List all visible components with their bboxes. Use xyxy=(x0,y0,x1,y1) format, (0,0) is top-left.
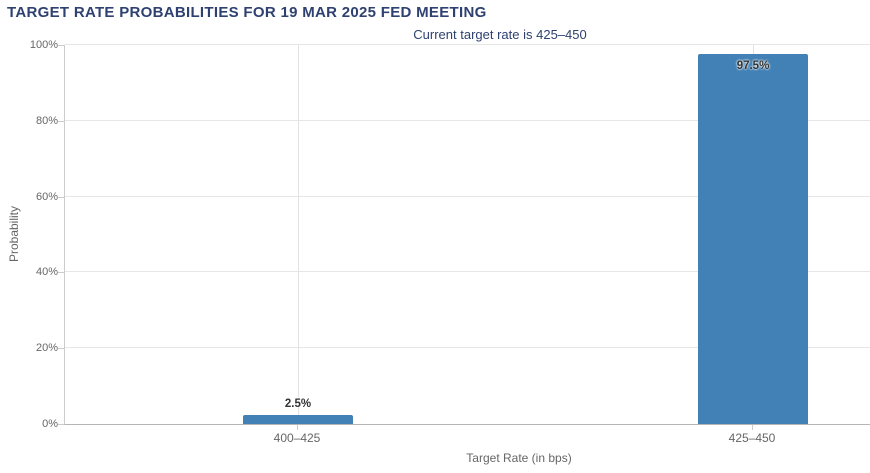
y-tick xyxy=(58,348,64,349)
y-tick-label: 20% xyxy=(35,342,58,354)
y-axis-title: Probability xyxy=(7,205,21,263)
y-gridline xyxy=(65,120,870,121)
category-gridline xyxy=(298,45,299,424)
y-tick-label: 80% xyxy=(35,115,58,127)
y-tick xyxy=(58,424,64,425)
y-tick xyxy=(58,272,64,273)
bar-value-label: 97.5% xyxy=(736,60,770,72)
y-gridline xyxy=(65,271,870,272)
probability-bar[interactable] xyxy=(698,54,808,424)
y-gridline xyxy=(65,347,870,348)
y-tick-label: 40% xyxy=(35,266,58,278)
x-tick xyxy=(752,425,753,430)
plot-area: 2.5% 97.5% xyxy=(64,44,870,425)
y-tick-label: 60% xyxy=(35,191,58,203)
y-tick xyxy=(58,197,64,198)
bar-value-label: 2.5% xyxy=(284,398,312,410)
y-gridline xyxy=(65,196,870,197)
y-tick xyxy=(58,45,64,46)
chart-title: TARGET RATE PROBABILITIES FOR 19 MAR 202… xyxy=(7,4,487,21)
y-tick xyxy=(58,121,64,122)
x-axis-title: Target Rate (in bps) xyxy=(466,451,572,465)
y-tick-label: 100% xyxy=(29,39,58,51)
y-gridline xyxy=(65,44,870,45)
x-category-label: 425–450 xyxy=(728,431,776,445)
probability-bar[interactable] xyxy=(243,415,353,424)
chart-subtitle: Current target rate is 425–450 xyxy=(413,27,587,42)
x-tick xyxy=(297,425,298,430)
y-tick-label: 0% xyxy=(42,418,58,430)
x-category-label: 400–425 xyxy=(273,431,321,445)
